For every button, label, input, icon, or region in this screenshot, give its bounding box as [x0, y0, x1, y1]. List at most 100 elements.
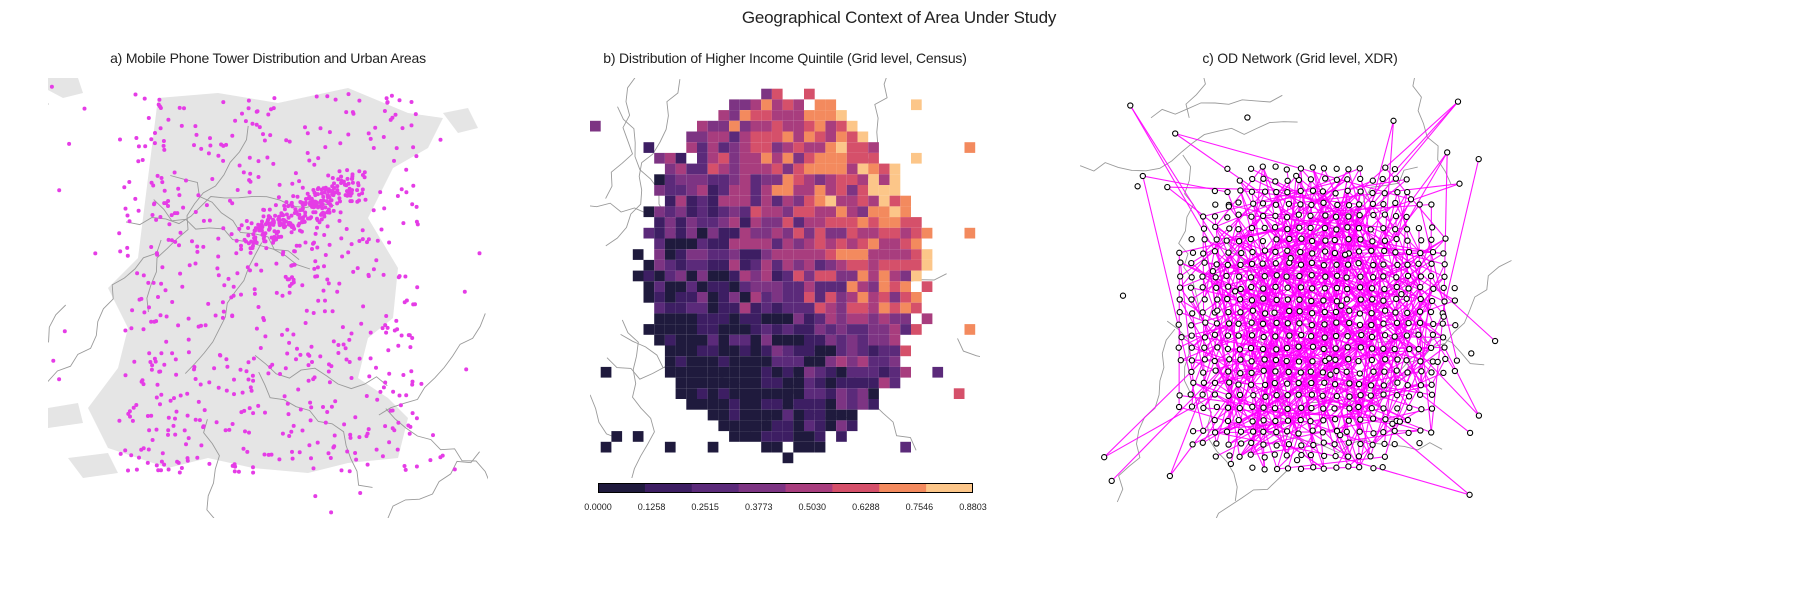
tower-point	[315, 265, 320, 270]
od-edge	[1347, 169, 1372, 251]
od-node	[1356, 321, 1364, 329]
grid-cell	[825, 270, 837, 282]
tower-point	[146, 116, 151, 120]
tower-point	[235, 271, 240, 276]
od-node	[1416, 308, 1424, 315]
grid-cell	[782, 302, 794, 314]
od-node	[1343, 368, 1350, 375]
od-node	[1259, 200, 1267, 207]
tower-point	[452, 467, 457, 472]
grid-cell	[739, 249, 751, 260]
tower-point	[360, 191, 365, 196]
tower-point	[281, 250, 286, 255]
tower-point	[359, 321, 364, 326]
tower-point	[408, 345, 413, 350]
tower-point	[390, 115, 395, 120]
tower-point	[243, 429, 247, 434]
od-node	[1356, 310, 1364, 317]
od-node	[1188, 344, 1195, 351]
grid-cell	[729, 345, 740, 357]
tower-point	[177, 105, 182, 110]
od-node	[1308, 310, 1316, 317]
tower-point	[308, 418, 313, 423]
grid-cell	[643, 142, 655, 153]
tower-point	[316, 186, 321, 191]
od-node	[1259, 163, 1266, 170]
tower-point	[163, 288, 168, 293]
grid-cell	[654, 281, 665, 292]
od-node	[1201, 334, 1209, 341]
od-node	[1344, 187, 1351, 194]
tower-point	[149, 245, 154, 249]
od-node	[1249, 175, 1256, 183]
tower-point	[128, 414, 132, 419]
od-node	[1427, 308, 1435, 316]
tower-point	[277, 457, 282, 462]
tower-point	[127, 219, 132, 224]
od-node	[1237, 309, 1244, 316]
grid-cell	[878, 281, 890, 292]
od-node	[1381, 237, 1389, 244]
od-node	[1417, 283, 1424, 291]
od-edge	[1396, 313, 1444, 422]
grid-cell	[804, 217, 815, 228]
od-node	[1237, 285, 1244, 293]
grid-cell	[878, 238, 890, 250]
od-node	[1224, 261, 1231, 269]
grid-cell	[707, 174, 719, 185]
od-node	[1226, 225, 1233, 232]
od-node	[1223, 237, 1230, 244]
tower-point	[269, 107, 273, 112]
grid-cell	[782, 431, 794, 442]
tower-point	[146, 447, 151, 452]
tower-point	[254, 262, 259, 267]
tower-point	[262, 208, 267, 212]
tower-point	[216, 254, 221, 259]
tower-point	[149, 367, 154, 372]
tower-point	[152, 201, 157, 206]
od-node	[1273, 442, 1280, 449]
od-node	[1235, 199, 1242, 206]
od-node	[1404, 272, 1412, 280]
tower-point	[364, 434, 369, 439]
od-edge	[1274, 371, 1300, 434]
grid-cell	[846, 399, 858, 410]
tower-point	[283, 274, 288, 279]
tower-point	[241, 446, 246, 451]
grid-cell	[707, 324, 719, 335]
grid-cell	[814, 388, 826, 399]
od-node	[1272, 368, 1279, 375]
grid-cell	[739, 174, 751, 185]
grid-cell	[761, 142, 772, 153]
grid-cell	[697, 377, 708, 389]
od-node	[1356, 165, 1363, 172]
od-node	[1309, 164, 1316, 171]
tower-point	[329, 404, 334, 409]
grid-cell	[761, 259, 772, 271]
grid-cell	[825, 377, 837, 389]
tower-point	[248, 179, 253, 184]
grid-cell	[664, 313, 676, 325]
od-node	[1439, 334, 1447, 341]
grid-cell	[654, 259, 665, 271]
tower-point	[251, 470, 256, 475]
tower-point	[305, 131, 310, 136]
od-node	[1344, 176, 1351, 183]
od-node	[1357, 344, 1364, 351]
grid-cell	[857, 334, 869, 346]
tower-point	[210, 177, 215, 181]
grid-cell	[889, 281, 901, 292]
grid-cell	[889, 238, 901, 250]
grid-cell	[761, 388, 772, 399]
od-node	[1284, 391, 1291, 399]
od-node	[1259, 237, 1267, 245]
grid-cell	[761, 313, 772, 325]
tower-point	[315, 200, 319, 205]
tower-point	[155, 173, 160, 178]
grid-cell	[846, 270, 858, 282]
tower-point	[349, 376, 354, 380]
tower-point	[348, 199, 353, 204]
tower-point	[355, 266, 360, 271]
grid-cell	[761, 249, 772, 260]
tower-point	[216, 236, 221, 241]
